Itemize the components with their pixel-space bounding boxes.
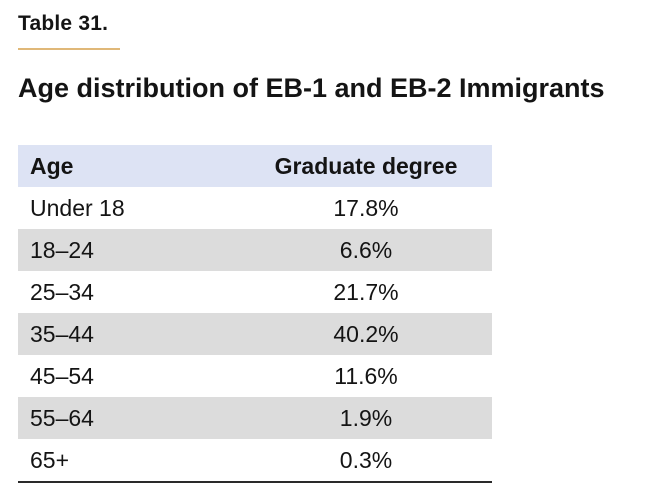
- value-cell: 1.9%: [240, 397, 492, 439]
- age-cell: 18–24: [18, 229, 240, 271]
- value-cell: 6.6%: [240, 229, 492, 271]
- age-cell: 45–54: [30, 362, 94, 389]
- table-row: 65+ 0.3%: [18, 439, 492, 483]
- value-cell: 21.7%: [333, 278, 399, 305]
- value-cell: 0.3%: [240, 439, 492, 483]
- value-cell: 11.6%: [334, 362, 398, 389]
- accent-rule: [18, 48, 120, 50]
- table-header-row: Age Graduate degree: [18, 145, 492, 187]
- age-cell: 65+: [18, 439, 240, 483]
- value-cell: 40.2%: [240, 313, 492, 355]
- value-cell: 17.8%: [333, 194, 399, 221]
- table-number: Table 31.: [18, 12, 109, 35]
- table-row: 45–54 11.6%: [18, 355, 492, 397]
- table-row: 35–44 40.2%: [18, 313, 492, 355]
- column-header-graduate-degree: Graduate degree: [240, 145, 492, 187]
- age-cell: Under 18: [30, 194, 125, 221]
- table-title: Age distribution of EB-1 and EB-2 Immigr…: [18, 73, 605, 103]
- age-cell: 55–64: [18, 397, 240, 439]
- table-row: 25–34 21.7%: [18, 271, 492, 313]
- table-row: Under 18 17.8%: [18, 187, 492, 229]
- age-cell: 25–34: [30, 278, 94, 305]
- table-row: 55–64 1.9%: [18, 397, 492, 439]
- table-row: 18–24 6.6%: [18, 229, 492, 271]
- age-distribution-table: Age Graduate degree Under 18 17.8% 18–24…: [18, 145, 492, 483]
- column-header-age: Age: [18, 145, 240, 187]
- age-cell: 35–44: [18, 313, 240, 355]
